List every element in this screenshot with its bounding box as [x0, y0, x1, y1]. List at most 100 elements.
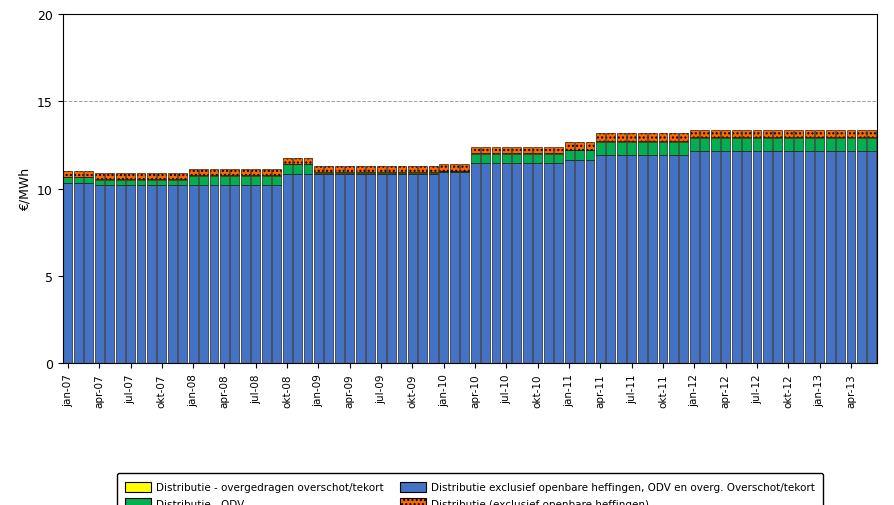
Bar: [544, 154, 552, 155]
Bar: [835, 152, 844, 364]
Bar: [450, 165, 458, 171]
Bar: [481, 148, 489, 154]
Bar: [804, 130, 813, 138]
Bar: [533, 155, 542, 164]
Bar: [178, 181, 187, 186]
Bar: [470, 155, 479, 164]
Bar: [502, 154, 510, 155]
Bar: [512, 155, 520, 164]
Bar: [564, 142, 573, 150]
Bar: [147, 174, 156, 180]
Bar: [460, 173, 468, 364]
Bar: [553, 154, 562, 155]
Bar: [835, 138, 844, 139]
Bar: [846, 139, 855, 152]
Bar: [721, 138, 730, 139]
Bar: [314, 175, 323, 364]
Bar: [616, 141, 625, 142]
Bar: [794, 152, 802, 364]
Bar: [95, 186, 104, 364]
Bar: [575, 151, 583, 161]
Bar: [616, 142, 625, 156]
Bar: [804, 139, 813, 152]
Bar: [669, 134, 677, 141]
Bar: [74, 183, 82, 364]
Bar: [741, 130, 750, 138]
Bar: [825, 138, 833, 139]
Bar: [721, 139, 730, 152]
Bar: [710, 139, 719, 152]
Bar: [147, 180, 156, 181]
Bar: [95, 174, 104, 180]
Bar: [408, 174, 417, 175]
Bar: [126, 174, 135, 180]
Bar: [334, 173, 343, 174]
Bar: [637, 141, 645, 142]
Bar: [334, 167, 343, 173]
Bar: [804, 152, 813, 364]
Bar: [95, 181, 104, 186]
Bar: [470, 148, 479, 154]
Bar: [533, 148, 542, 154]
Bar: [627, 141, 636, 142]
Bar: [428, 175, 437, 364]
Bar: [491, 164, 500, 364]
Bar: [553, 155, 562, 164]
Bar: [637, 134, 645, 141]
Bar: [74, 178, 82, 183]
Bar: [356, 167, 364, 173]
Bar: [115, 186, 124, 364]
Bar: [595, 134, 604, 141]
Bar: [647, 141, 656, 142]
Bar: [544, 148, 552, 154]
Bar: [168, 181, 176, 186]
Bar: [115, 180, 124, 181]
Bar: [470, 164, 479, 364]
Y-axis label: €/MWh: €/MWh: [19, 168, 31, 211]
Bar: [700, 138, 708, 139]
Bar: [470, 154, 479, 155]
Bar: [763, 139, 771, 152]
Bar: [189, 170, 198, 176]
Bar: [731, 138, 739, 139]
Bar: [460, 172, 468, 173]
Bar: [376, 175, 385, 364]
Bar: [544, 155, 552, 164]
Bar: [397, 167, 406, 173]
Bar: [314, 167, 323, 173]
Bar: [721, 130, 730, 138]
Bar: [460, 165, 468, 171]
Bar: [366, 173, 375, 174]
Bar: [689, 152, 698, 364]
Bar: [334, 175, 343, 364]
Bar: [387, 174, 395, 175]
Bar: [783, 152, 792, 364]
Bar: [356, 173, 364, 174]
Bar: [627, 134, 636, 141]
Bar: [303, 165, 312, 175]
Bar: [544, 164, 552, 364]
Bar: [606, 142, 614, 156]
Bar: [240, 186, 249, 364]
Bar: [376, 174, 385, 175]
Bar: [418, 173, 426, 174]
Bar: [679, 156, 687, 364]
Bar: [283, 158, 291, 164]
Bar: [616, 134, 625, 141]
Bar: [397, 175, 406, 364]
Bar: [126, 186, 135, 364]
Bar: [731, 152, 739, 364]
Bar: [293, 175, 301, 364]
Bar: [835, 130, 844, 138]
Bar: [345, 175, 354, 364]
Bar: [74, 171, 82, 177]
Bar: [240, 170, 249, 176]
Bar: [293, 158, 301, 164]
Bar: [325, 174, 333, 175]
Bar: [147, 181, 156, 186]
Bar: [366, 174, 375, 175]
Bar: [303, 175, 312, 364]
Bar: [647, 156, 656, 364]
Bar: [606, 156, 614, 364]
Bar: [418, 174, 426, 175]
